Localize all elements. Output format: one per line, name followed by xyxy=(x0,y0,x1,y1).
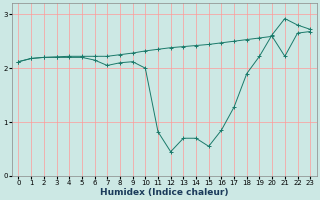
X-axis label: Humidex (Indice chaleur): Humidex (Indice chaleur) xyxy=(100,188,228,197)
